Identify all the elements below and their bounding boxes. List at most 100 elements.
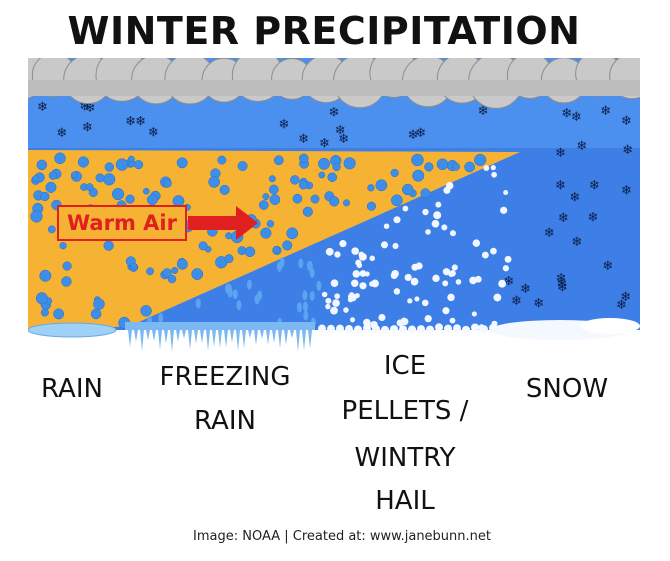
icicle	[158, 330, 162, 350]
pellet	[318, 324, 326, 333]
ice-pellet	[493, 293, 502, 302]
ice-pellet	[445, 181, 454, 190]
snowflake: ❄	[338, 132, 349, 147]
snowflake: ❄	[571, 110, 582, 125]
raindrop	[343, 199, 351, 207]
ice-pellet	[442, 268, 451, 276]
raindrop	[104, 162, 114, 172]
snowflake: ❄	[328, 106, 339, 121]
raindrop	[93, 298, 105, 310]
zone-label: FREEZING	[160, 362, 291, 392]
raindrop	[31, 175, 40, 183]
scene: ❄❄❄❄❄❄❄❄❄❄❄❄❄❄❄ ❄❄❄❄❄❄❄❄❄❄❄❄❄❄❄ ❄❄❄❄❄❄❄ ❄❄❄…	[28, 58, 640, 352]
raindrop	[224, 254, 234, 264]
raindrop	[260, 227, 272, 239]
freezing-drop	[306, 260, 312, 271]
ice-pellet	[334, 251, 341, 258]
ice-pellet	[435, 201, 442, 208]
ice-pellet	[350, 279, 359, 287]
pellet	[417, 325, 425, 334]
ice-pellet	[483, 165, 490, 171]
freezing-drop	[254, 294, 260, 305]
title: WINTER PRECIPITATION	[68, 9, 581, 53]
icicle	[266, 330, 270, 345]
raindrop	[302, 206, 313, 217]
pellet	[327, 324, 335, 333]
snowflake: ❄	[408, 128, 419, 143]
icicle	[278, 330, 282, 349]
raindrop	[329, 196, 340, 207]
raindrop	[146, 194, 158, 206]
raindrop	[70, 171, 78, 179]
raindrop	[327, 172, 337, 182]
ice-pellet	[469, 276, 477, 285]
icicle	[176, 330, 180, 342]
freezing-drop	[303, 310, 309, 321]
icicle	[224, 330, 228, 348]
snowflake: ❄	[621, 114, 632, 129]
ice-pellet	[401, 317, 407, 323]
raindrop	[133, 160, 144, 170]
ice-pellet	[442, 307, 450, 315]
ice-pellet	[471, 311, 477, 317]
zone-label: RAIN	[194, 406, 256, 436]
freezing-drop	[236, 300, 242, 311]
warm-air-arrow	[188, 206, 258, 240]
snowflake: ❄	[569, 191, 580, 206]
pellet	[336, 324, 344, 333]
pellet	[408, 325, 416, 334]
raindrop	[436, 158, 449, 171]
ice-pellet	[325, 303, 331, 310]
raindrop	[142, 187, 150, 195]
snowflake: ❄	[555, 179, 566, 194]
freezing-drop	[316, 280, 322, 291]
raindrop	[244, 246, 256, 258]
raindrop	[474, 153, 487, 167]
raindrop	[171, 267, 179, 275]
raindrop	[402, 183, 414, 196]
ice-pellet	[351, 247, 359, 255]
raindrop	[167, 274, 177, 284]
raindrop	[318, 157, 330, 170]
raindrop	[30, 210, 43, 223]
ice-pellet	[402, 205, 409, 212]
snowflake: ❄	[561, 106, 572, 121]
raindrop	[219, 184, 230, 195]
snowflake: ❄	[622, 143, 633, 158]
raindrop	[269, 184, 279, 195]
raindrop	[208, 176, 220, 188]
pellet	[480, 325, 488, 334]
snowflake: ❄	[82, 121, 93, 136]
raindrop	[59, 242, 67, 250]
ice-pellet	[422, 208, 429, 216]
ice-pellet	[433, 211, 442, 220]
zone-label: PELLETS /	[342, 396, 469, 426]
ice-pellet	[380, 241, 389, 249]
raindrop	[111, 187, 125, 201]
snowflake: ❄	[620, 290, 631, 305]
ice-pellet	[343, 307, 349, 313]
raindrop	[162, 268, 172, 278]
ice-pellet	[354, 293, 360, 299]
raindrop	[77, 156, 89, 168]
raindrop	[310, 194, 320, 204]
freezing-drop	[309, 291, 315, 302]
ice-pellet	[474, 275, 482, 283]
raindrop	[424, 162, 434, 172]
pellet	[390, 325, 398, 334]
ice-pellet	[325, 247, 334, 256]
ice-pellet	[503, 189, 509, 196]
raindrop	[420, 188, 431, 199]
warm-air-label: Warm Air	[67, 211, 178, 235]
ice-pellet	[449, 317, 456, 324]
ice-pellet	[441, 224, 448, 231]
ice-pellet	[490, 164, 496, 171]
raindrop	[54, 152, 66, 165]
ice-pellet	[449, 230, 456, 237]
raindrop	[343, 157, 356, 170]
raindrop	[412, 169, 425, 182]
snowflake: ❄	[520, 282, 531, 297]
credit: Image: NOAA | Created at: www.janebunn.n…	[193, 529, 491, 544]
raindrop	[125, 194, 135, 204]
snowflake: ❄	[621, 184, 632, 199]
